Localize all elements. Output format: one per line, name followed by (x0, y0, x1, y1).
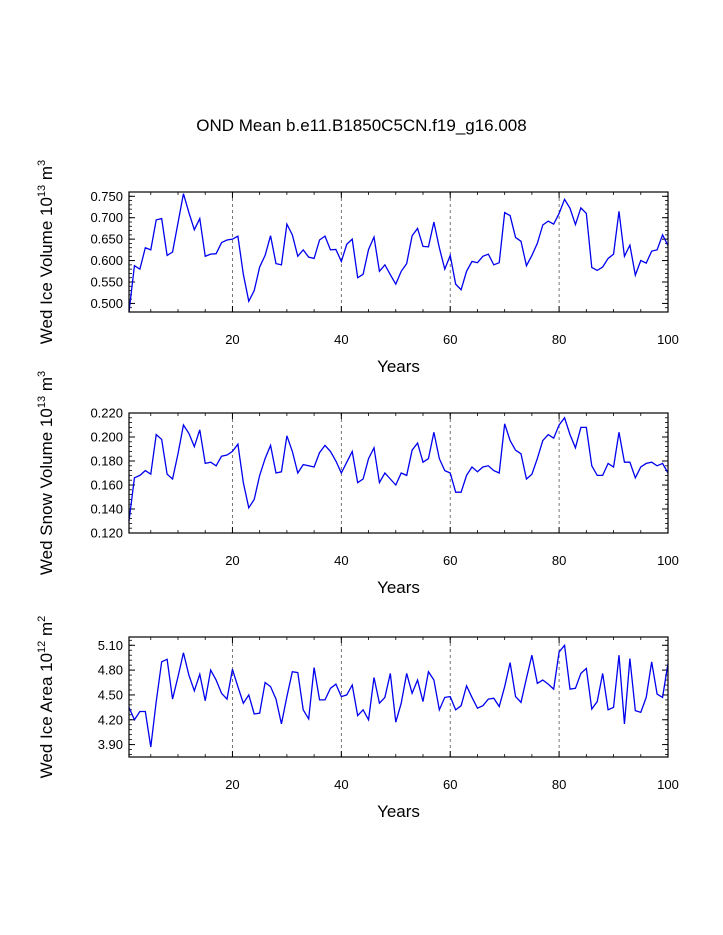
y-tick-label-2: 0.140 (90, 502, 123, 517)
x-tick-label-2: 40 (334, 332, 348, 347)
y-tick-label-5: 0.700 (90, 210, 123, 225)
y-axis-title-main: Wed Ice Area 10 (37, 653, 56, 778)
y-tick-label-3: 0.160 (90, 478, 123, 493)
series-line (128, 416, 669, 522)
y-axis-title-exponent: 13 (36, 396, 48, 408)
y-axis-title-unit-exponent: 3 (36, 371, 48, 377)
series-line (128, 193, 669, 313)
plot-frame (128, 636, 669, 758)
x-tick-label-4: 80 (552, 553, 566, 568)
x-tick-label-4: 80 (552, 332, 566, 347)
plot-frame (128, 191, 669, 313)
x-tick-label-2: 40 (334, 553, 348, 568)
y-tick-label-4: 0.650 (90, 232, 123, 247)
x-axis-title: Years (377, 357, 420, 376)
x-tick-label-4: 80 (552, 777, 566, 792)
y-tick-label-3: 4.50 (98, 687, 123, 702)
y-axis-title-unit-exponent: 2 (36, 616, 48, 622)
y-axis-title: Wed Ice Area 1012 m2 (36, 616, 56, 779)
x-axis-title: Years (377, 802, 420, 821)
x-tick-label-3: 60 (443, 332, 457, 347)
y-tick-label-6: 0.220 (90, 406, 123, 421)
y-axis-title-main: Wed Snow Volume 10 (37, 408, 56, 575)
chart-panel-1: 0.500 0.550 0.600 0.650 0.700 0.750 20 40 60 80 10… (36, 160, 679, 376)
plot-frame (128, 412, 669, 534)
y-tick-label-4: 0.180 (90, 454, 123, 469)
y-tick-label-2: 0.550 (90, 275, 123, 290)
series-line (128, 643, 669, 748)
x-tick-label-5: 100 (657, 332, 679, 347)
x-axis-title: Years (377, 578, 420, 597)
y-axis-title-exponent: 12 (36, 641, 48, 653)
x-tick-label-3: 60 (443, 553, 457, 568)
x-tick-label-2: 40 (334, 777, 348, 792)
figure-title: OND Mean b.e11.B1850C5CN.f19_g16.008 (196, 116, 527, 135)
y-axis-title-main: Wed Ice Volume 10 (37, 197, 56, 344)
chart-panel-3: 3.90 4.20 4.50 4.80 5.10 20 40 60 80 100 Years Wed … (36, 616, 679, 821)
y-axis-title: Wed Ice Volume 1013 m3 (36, 160, 56, 344)
y-axis-title-unit: m (37, 622, 56, 641)
y-tick-label-1: 3.90 (98, 737, 123, 752)
y-axis-title-unit-exponent: 3 (36, 160, 48, 166)
y-tick-label-6: 0.750 (90, 189, 123, 204)
y-tick-label-5: 0.200 (90, 430, 123, 445)
y-tick-label-3: 0.600 (90, 253, 123, 268)
y-tick-label-5: 5.10 (98, 638, 123, 653)
y-tick-label-2: 4.20 (98, 712, 123, 727)
x-tick-label-3: 60 (443, 777, 457, 792)
y-axis-title-unit: m (37, 166, 56, 185)
x-tick-label-1: 20 (225, 332, 239, 347)
y-tick-label-4: 4.80 (98, 663, 123, 678)
y-axis-title-exponent: 13 (36, 185, 48, 197)
y-tick-label-1: 0.500 (90, 296, 123, 311)
x-tick-label-1: 20 (225, 777, 239, 792)
x-tick-label-1: 20 (225, 553, 239, 568)
y-axis-title-unit: m (37, 377, 56, 396)
x-tick-label-5: 100 (657, 553, 679, 568)
chart-panel-2: 0.120 0.140 0.160 0.180 0.200 0.220 20 40 60 80 10… (36, 371, 679, 597)
x-tick-label-5: 100 (657, 777, 679, 792)
y-axis-title: Wed Snow Volume 1013 m3 (36, 371, 56, 575)
y-tick-label-1: 0.120 (90, 526, 123, 541)
